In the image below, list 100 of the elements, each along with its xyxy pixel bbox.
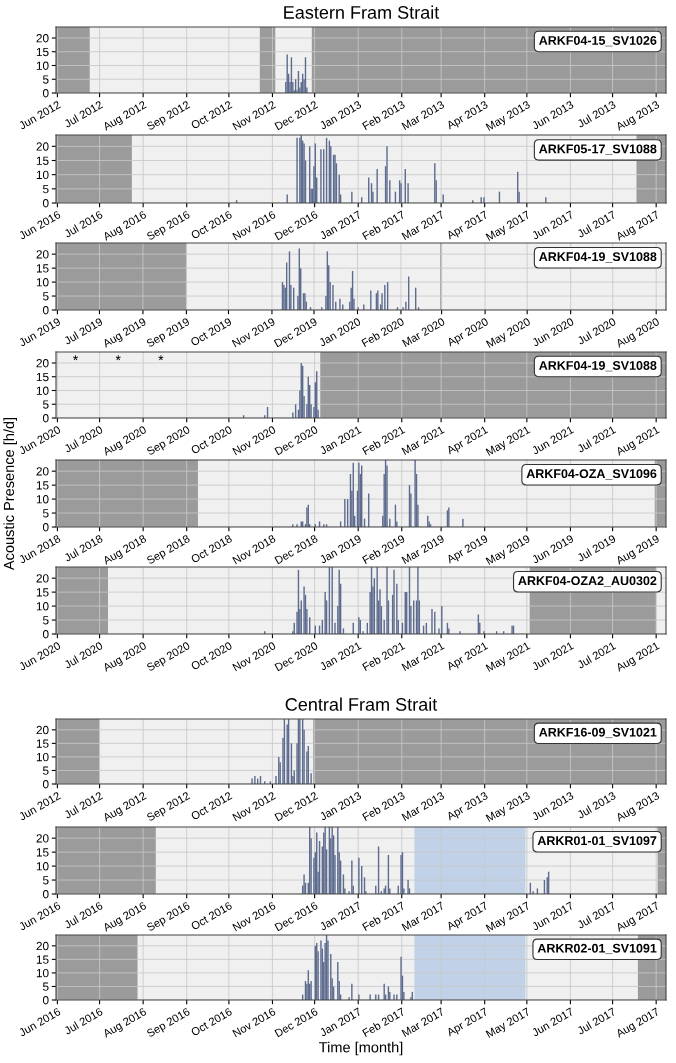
x-tick-label: Jul 2016	[63, 901, 104, 929]
annotation: *	[73, 355, 79, 361]
y-tick-label: 20	[36, 941, 49, 951]
x-tick-label: Aug 2016	[102, 1007, 148, 1040]
y-tick-label: 0	[42, 414, 49, 423]
y-tick-label: 15	[36, 739, 49, 748]
annotation: ARKF04-OZA_SV1096	[526, 469, 657, 480]
y-tick-label: 5	[42, 75, 49, 84]
x-tick-label: Jul 2016	[63, 210, 104, 238]
y-tick-label: 5	[42, 982, 49, 991]
x-tick-label: Jun 2017	[531, 210, 575, 240]
x-tick-label: Dec 2020	[274, 641, 319, 672]
x-tick-label: Dec 2016	[274, 901, 319, 932]
y-tick-label: 0	[42, 630, 49, 639]
x-tick-label: Sep 2012	[146, 100, 192, 133]
x-tick-label: Oct 2019	[190, 317, 233, 347]
x-axis-title: Time [month]	[319, 1041, 403, 1056]
x-tick-label: Jun 2017	[531, 1007, 575, 1037]
x-tick-label: Oct 2020	[190, 425, 233, 455]
y-tick-label: 5	[42, 876, 49, 885]
annotation: ARKF04-OZA2_AU0302	[518, 576, 657, 587]
x-tick-label: Aug 2020	[102, 425, 148, 458]
y-tick-label: 10	[36, 278, 49, 287]
annotation: *	[115, 355, 121, 361]
y-tick-label: 0	[42, 199, 49, 208]
x-tick-label: Oct 2016	[190, 210, 233, 240]
y-tick-label: 10	[36, 752, 49, 762]
chart-title: Eastern Fram Strait	[284, 5, 440, 19]
y-tick-label: 0	[42, 523, 49, 532]
x-tick-label: Aug 2019	[101, 317, 148, 350]
x-tick-label: Jan 2013	[318, 791, 362, 821]
x-tick-label: Jun 2019	[531, 534, 575, 564]
x-tick-label: Jun 2019	[18, 317, 62, 347]
x-tick-label: Jun 2018	[18, 534, 62, 564]
x-tick-label: Sep 2012	[146, 791, 192, 824]
x-tick-label: Jun 2021	[531, 425, 575, 455]
x-tick-label: Aug 2021	[615, 641, 661, 674]
x-tick-label: Jun 2017	[531, 901, 575, 931]
x-tick-label: Dec 2016	[274, 1007, 319, 1038]
x-tick-label: Sep 2020	[146, 425, 192, 458]
x-tick-label: Jul 2020	[63, 641, 104, 669]
x-tick-label: Jun 2021	[531, 641, 575, 671]
x-tick-label: Sep 2016	[146, 210, 192, 243]
y-tick-label: 20	[36, 250, 49, 259]
y-tick-label: 0	[42, 890, 49, 899]
x-tick-label: Oct 2018	[190, 534, 233, 564]
y-tick-label: 0	[42, 306, 49, 315]
y-tick-label: 10	[36, 170, 49, 180]
x-tick-label: Jun 2013	[531, 100, 575, 130]
x-tick-label: Jul 2021	[576, 641, 617, 669]
y-tick-label: 5	[42, 766, 49, 775]
annotation: ARKF04-19_SV1088	[539, 361, 657, 372]
y-tick-label: 10	[36, 386, 49, 395]
x-tick-label: Jun 2012	[18, 791, 62, 821]
x-tick-label: Aug 2013	[615, 791, 661, 824]
x-tick-label: Jul 2018	[63, 534, 104, 562]
y-tick-label: 20	[36, 359, 49, 368]
x-tick-label: Aug 2016	[102, 901, 148, 934]
x-tick-label: Jun 2020	[531, 317, 575, 347]
y-tick-label: 0	[42, 996, 49, 1005]
x-tick-label: Jun 2016	[18, 210, 62, 240]
y-tick-label: 10	[36, 495, 49, 504]
x-tick-label: Jul 2013	[576, 100, 617, 128]
x-tick-label: Jan 2020	[318, 317, 362, 347]
x-tick-label: Sep 2016	[146, 1007, 192, 1040]
x-tick-label: Oct 2012	[190, 791, 233, 821]
x-tick-label: Jan 2021	[318, 425, 362, 455]
y-tick-label: 10	[36, 968, 49, 978]
x-tick-label: Jul 2016	[63, 1007, 104, 1035]
y-tick-label: 20	[36, 834, 49, 843]
y-tick-label: 20	[36, 142, 49, 151]
y-axis-title: Acoustic Presence [h/d]	[3, 417, 17, 571]
y-tick-label: 15	[36, 955, 49, 964]
y-tick-label: 15	[36, 264, 49, 273]
x-tick-label: Jun 2012	[18, 100, 62, 130]
y-tick-label: 0	[42, 780, 49, 789]
x-tick-label: Sep 2019	[145, 317, 192, 350]
y-tick-label: 15	[36, 156, 49, 165]
x-tick-label: Aug 2019	[615, 534, 661, 567]
y-tick-label: 5	[42, 509, 49, 518]
y-tick-label: 20	[36, 574, 49, 583]
x-tick-label: Aug 2021	[615, 425, 661, 458]
y-tick-label: 5	[42, 400, 49, 409]
annotation: ARKF04-19_SV1088	[539, 252, 657, 263]
x-tick-label: Aug 2012	[102, 791, 148, 824]
y-tick-label: 5	[42, 184, 49, 194]
x-tick-label: Jun 2020	[18, 641, 62, 671]
annotation: ARKF05-17_SV1088	[539, 144, 657, 155]
x-tick-label: Oct 2020	[190, 641, 233, 671]
x-tick-label: Oct 2012	[190, 100, 233, 130]
y-tick-label: 0	[42, 89, 49, 98]
x-tick-label: Jul 2020	[576, 317, 617, 345]
y-tick-label: 5	[42, 292, 49, 301]
chart-title: Central Fram Strait	[285, 697, 438, 711]
x-tick-label: Sep 2018	[146, 534, 192, 567]
x-tick-label: Sep 2020	[146, 641, 192, 674]
x-tick-label: Jul 2012	[63, 100, 104, 128]
annotation: ARKF16-09_SV1021	[539, 727, 657, 739]
x-tick-label: Jul 2012	[63, 791, 104, 819]
x-tick-label: Sep 2016	[146, 901, 192, 934]
